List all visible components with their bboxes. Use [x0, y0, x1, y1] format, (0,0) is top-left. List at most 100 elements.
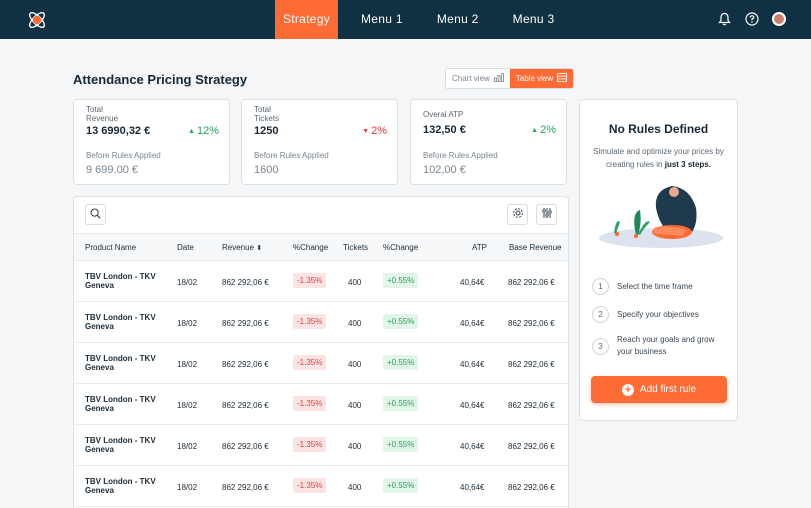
- stat-label: Overal ATP: [423, 110, 464, 119]
- plus-icon: +: [621, 383, 634, 396]
- cell-product-name: TBV London - TKV Geneva: [85, 395, 156, 413]
- step-text: Reach your goals and grow your business: [617, 335, 715, 356]
- cell-base-revenue: 862 292,06 €: [508, 401, 555, 410]
- cell-product-name: TBV London - TKV Geneva: [85, 272, 156, 290]
- cell-revenue: 862 292,06 €: [222, 319, 269, 328]
- table-row[interactable]: TBV London - TKV Geneva 18/02 862 292,06 €…: [74, 384, 568, 425]
- view-toggle: Chart view Table view: [445, 68, 575, 89]
- page-title: Attendance Pricing Strategy: [73, 72, 248, 87]
- cell-tickets: 400: [348, 360, 362, 369]
- bell-icon[interactable]: [716, 11, 732, 27]
- top-actions: [716, 11, 786, 27]
- chart-view-button[interactable]: Chart view: [446, 69, 510, 88]
- arrow-up-icon: ▲: [188, 127, 195, 135]
- cell-revenue: 862 292,06 €: [222, 483, 269, 492]
- table-row[interactable]: TBV London - TKV Geneva 18/02 862 292,06 €…: [74, 302, 568, 343]
- nav-strategy[interactable]: Strategy: [275, 0, 338, 39]
- step-item: 2 Specify your objectives: [592, 306, 727, 323]
- logo-icon[interactable]: [26, 9, 48, 31]
- cell-tickets: 400: [348, 319, 362, 328]
- table-view-label: Table view: [515, 74, 554, 83]
- stat-value: 13 6990,32 €: [86, 125, 151, 137]
- arrow-up-icon: ▲: [531, 126, 539, 134]
- step-text: Specify your objectives: [617, 309, 699, 319]
- cell-atp: 40,64€: [460, 319, 485, 328]
- table-row[interactable]: TBV London - TKV Geneva 18/02 862 292,06 €…: [74, 343, 568, 384]
- add-first-rule-button[interactable]: + Add first rule: [591, 376, 727, 403]
- stat-before-value: 9 699.00 €: [86, 164, 138, 176]
- cell-date: 18/02: [177, 278, 198, 287]
- cell-product-name: TBV London - TKV Geneva: [85, 477, 156, 495]
- cell-revenue: 862 292,06 €: [222, 360, 269, 369]
- stat-before-label: Before Rules Applied: [86, 151, 161, 160]
- stat-before-label: Before Rules Applied: [423, 151, 498, 160]
- nav-menu-2[interactable]: Menu 2: [436, 12, 479, 26]
- data-table-card: Product Name Date Revenue ⬍ %Change Tick…: [73, 196, 569, 508]
- avatar[interactable]: [772, 12, 786, 26]
- cell-atp: 40,64€: [460, 360, 485, 369]
- col-revenue-change[interactable]: %Change: [293, 243, 329, 252]
- nav-menu-3[interactable]: Menu 3: [512, 12, 555, 26]
- col-tickets-change[interactable]: %Change: [383, 243, 419, 252]
- cell-base-revenue: 862 292,06 €: [508, 319, 555, 328]
- cell-revenue-change: -1.35%: [293, 396, 327, 411]
- top-navigation-bar: Strategy Menu 1 Menu 2 Menu 3: [0, 0, 811, 39]
- cell-date: 18/02: [177, 319, 198, 328]
- col-date[interactable]: Date: [177, 243, 194, 252]
- cell-product-name: TBV London - TKV Geneva: [85, 436, 156, 454]
- step-item: 1 Select the time frame: [592, 278, 727, 295]
- search-button[interactable]: [85, 204, 106, 225]
- stat-value: 1250: [254, 125, 279, 137]
- stat-delta: ▼ 2%: [362, 125, 387, 137]
- cell-revenue-change: -1.35%: [293, 273, 327, 288]
- filter-button[interactable]: [536, 204, 557, 225]
- col-revenue[interactable]: Revenue ⬍: [222, 243, 263, 252]
- col-tickets[interactable]: Tickets: [343, 243, 369, 252]
- stat-card-atp: Overal ATP 132,50 € ▲ 2% Before Rules App…: [410, 99, 567, 185]
- cell-revenue-change: -1.35%: [293, 314, 327, 329]
- bar-chart-icon: [493, 73, 504, 84]
- step-number: 1: [592, 278, 609, 295]
- stat-card-tickets: Total Tickets 1250 ▼ 2% Before Rules Appl…: [241, 99, 398, 185]
- col-base-revenue[interactable]: Base Revenue: [509, 243, 562, 252]
- sliders-icon: [541, 206, 553, 224]
- cell-base-revenue: 862 292,06 €: [508, 360, 555, 369]
- table-row[interactable]: TBV London - TKV Geneva 18/02 862 292,06 €…: [74, 261, 568, 302]
- cell-tickets-change: +0.55%: [383, 314, 419, 329]
- table-view-button[interactable]: Table view: [509, 69, 574, 88]
- steps-list: 1 Select the time frame 2 Specify your o…: [592, 278, 727, 369]
- cell-date: 18/02: [177, 401, 198, 410]
- cell-date: 18/02: [177, 360, 198, 369]
- col-product-name[interactable]: Product Name: [85, 243, 137, 252]
- table-row[interactable]: TBV London - TKV Geneva 18/02 862 292,06 €…: [74, 466, 568, 507]
- empty-state-illustration: [596, 178, 724, 253]
- cell-date: 18/02: [177, 483, 198, 492]
- stat-label: Tickets: [254, 114, 280, 123]
- cell-atp: 40,64€: [460, 278, 485, 287]
- no-rules-panel: No Rules Defined Simulate and optimize y…: [579, 99, 738, 421]
- col-atp[interactable]: ATP: [472, 243, 487, 252]
- nav-menu-1[interactable]: Menu 1: [361, 12, 403, 26]
- search-icon: [90, 206, 101, 224]
- cell-atp: 40,64€: [460, 401, 485, 410]
- stat-value: 132,50 €: [423, 124, 466, 136]
- table-icon: [557, 73, 568, 84]
- stat-label: Revenue: [86, 114, 119, 123]
- sort-icon[interactable]: ⬍: [256, 245, 263, 252]
- cell-revenue: 862 292,06 €: [222, 401, 269, 410]
- arrow-down-icon: ▼: [362, 127, 370, 135]
- cell-tickets-change: +0.55%: [383, 478, 419, 493]
- table-toolbar: [74, 197, 568, 233]
- help-icon[interactable]: [744, 11, 760, 27]
- settings-button[interactable]: [507, 204, 528, 225]
- cell-tickets: 400: [348, 442, 362, 451]
- step-number: 2: [592, 306, 609, 323]
- cell-tickets-change: +0.55%: [383, 355, 419, 370]
- cell-tickets: 400: [348, 401, 362, 410]
- cell-tickets-change: +0.55%: [383, 396, 419, 411]
- cell-product-name: TBV London - TKV Geneva: [85, 354, 156, 372]
- cell-revenue: 862 292,06 €: [222, 278, 269, 287]
- table-row[interactable]: TBV London - TKV Geneva 18/02 862 292,06 €…: [74, 425, 568, 466]
- step-text: Select the time frame: [617, 281, 693, 291]
- cell-date: 18/02: [177, 442, 198, 451]
